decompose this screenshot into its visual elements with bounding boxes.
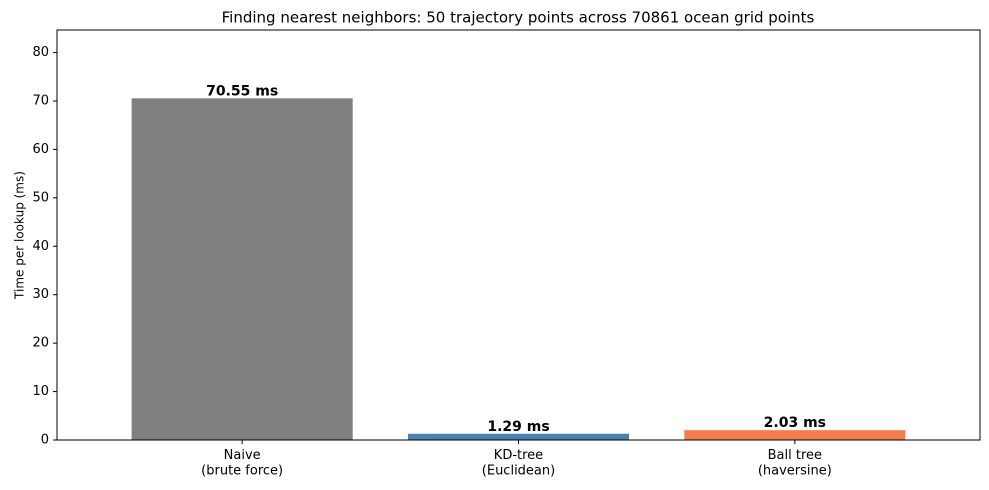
y-tick-label: 80 bbox=[32, 45, 49, 60]
bar bbox=[684, 430, 906, 440]
x-tick-label: Ball tree (haversine) bbox=[758, 448, 832, 479]
bar bbox=[407, 433, 630, 440]
y-tick-label: 40 bbox=[32, 239, 49, 254]
y-tick-label: 10 bbox=[32, 384, 49, 399]
value-label: 1.29 ms bbox=[487, 419, 549, 435]
plot-frame bbox=[56, 29, 981, 441]
y-tick-label: 60 bbox=[32, 142, 49, 157]
y-tick-label: 0 bbox=[41, 433, 49, 448]
y-tick-label: 70 bbox=[32, 93, 49, 108]
x-tick-label: Naive (brute force) bbox=[201, 448, 283, 479]
x-tick-label: KD-tree (Euclidean) bbox=[482, 448, 555, 479]
bar bbox=[131, 98, 353, 440]
chart-title: Finding nearest neighbors: 50 trajectory… bbox=[222, 9, 815, 27]
y-tick-label: 50 bbox=[32, 190, 49, 205]
value-label: 70.55 ms bbox=[206, 83, 278, 99]
y-tick-label: 30 bbox=[32, 287, 49, 302]
y-axis-label: Time per lookup (ms) bbox=[13, 171, 27, 300]
value-label: 2.03 ms bbox=[764, 415, 826, 431]
y-tick-label: 20 bbox=[32, 336, 49, 351]
